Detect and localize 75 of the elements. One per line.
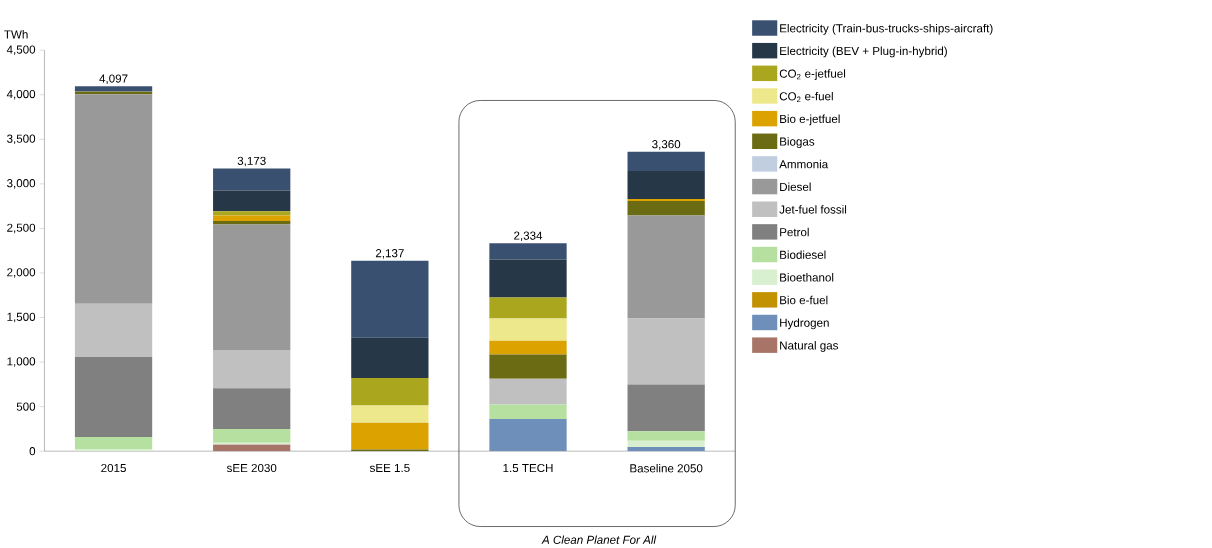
legend-label: Hydrogen (780, 318, 829, 330)
bar (489, 318, 567, 341)
bar (627, 151, 705, 172)
bar (627, 318, 705, 385)
bar (489, 419, 567, 452)
bar (213, 215, 291, 222)
bar (213, 429, 291, 443)
y-tick-label: 1,500 (7, 312, 36, 323)
bar (489, 297, 567, 319)
total-label: 3,173 (237, 156, 266, 167)
legend-label: Jet-fuel fossil (779, 205, 847, 214)
y-tick-label: 2,000 (7, 268, 36, 278)
text: A Clean Planet For All (541, 535, 657, 545)
bar (351, 405, 429, 423)
legend-label: Natural gas (780, 341, 839, 352)
y-tick-label: 4,500 (6, 45, 36, 56)
y-axis-title: TWh (4, 30, 28, 39)
bar (489, 340, 567, 355)
total-label: 2,334 (514, 231, 543, 242)
legend-label: Biodiesel (780, 250, 826, 260)
legend-label: Diesel (780, 182, 811, 192)
y-tick-label: 3,000 (7, 179, 36, 189)
bar (213, 224, 291, 351)
bar (213, 221, 291, 225)
legend-label: Bio e-fuel (780, 295, 828, 305)
bar (351, 260, 429, 338)
y-tick-label: 1,000 (7, 357, 36, 367)
bar (74, 303, 153, 358)
legend-label: Electricity (BEV + Plug-in-hybrid) (780, 46, 947, 58)
legend-label: CO$_{2}$ e-fuel (779, 91, 833, 103)
legend-label: CO$_{2}$ e-jetfuel (779, 69, 846, 81)
x-tick-label: Baseline 2050 (630, 464, 703, 473)
bar (489, 259, 567, 298)
y-tick-label: 500 (16, 402, 36, 411)
bar (627, 447, 705, 452)
bar (213, 444, 291, 452)
bar (74, 357, 153, 438)
bar (351, 422, 429, 450)
bar (489, 354, 567, 379)
bar (627, 215, 705, 319)
y-tick-label: 4,000 (6, 90, 36, 100)
x-tick-label: 2015 (101, 464, 126, 473)
bar (489, 378, 567, 405)
bar (627, 384, 705, 432)
bar (351, 378, 429, 406)
bar (627, 171, 705, 200)
bar (213, 190, 291, 212)
legend-label: Biogas (780, 137, 815, 149)
bar (627, 440, 705, 448)
bar (213, 388, 291, 429)
y-tick-label: 2,500 (7, 223, 36, 234)
x-tick-label: 1.5 TECH (503, 464, 553, 473)
legend-label: Ammonia (779, 159, 829, 169)
bar (213, 168, 291, 191)
bar (489, 243, 567, 260)
legend-label: Petrol (780, 227, 809, 237)
legend-label: Bioethanol (780, 273, 834, 282)
legend-label: Bio e-jetfuel (780, 114, 840, 126)
total-label: 4,097 (99, 74, 128, 85)
y-tick-label: 3,500 (7, 134, 36, 145)
x-tick-label: sEE 1.5 (369, 464, 410, 473)
x-tick-label: sEE 2030 (226, 464, 277, 473)
bar (74, 437, 153, 450)
total-label: 2,137 (375, 249, 404, 259)
bar (489, 404, 567, 420)
bar (627, 431, 705, 441)
total-label: 3,360 (652, 140, 681, 150)
bar (351, 337, 429, 379)
legend-label: Electricity (Train-bus-trucks-ships-aircraft) (780, 24, 993, 35)
bar (74, 94, 153, 304)
y-tick-label: 0 (29, 447, 36, 456)
bar (627, 201, 705, 216)
bar (74, 86, 153, 92)
bar (213, 350, 291, 389)
bar (213, 211, 291, 216)
